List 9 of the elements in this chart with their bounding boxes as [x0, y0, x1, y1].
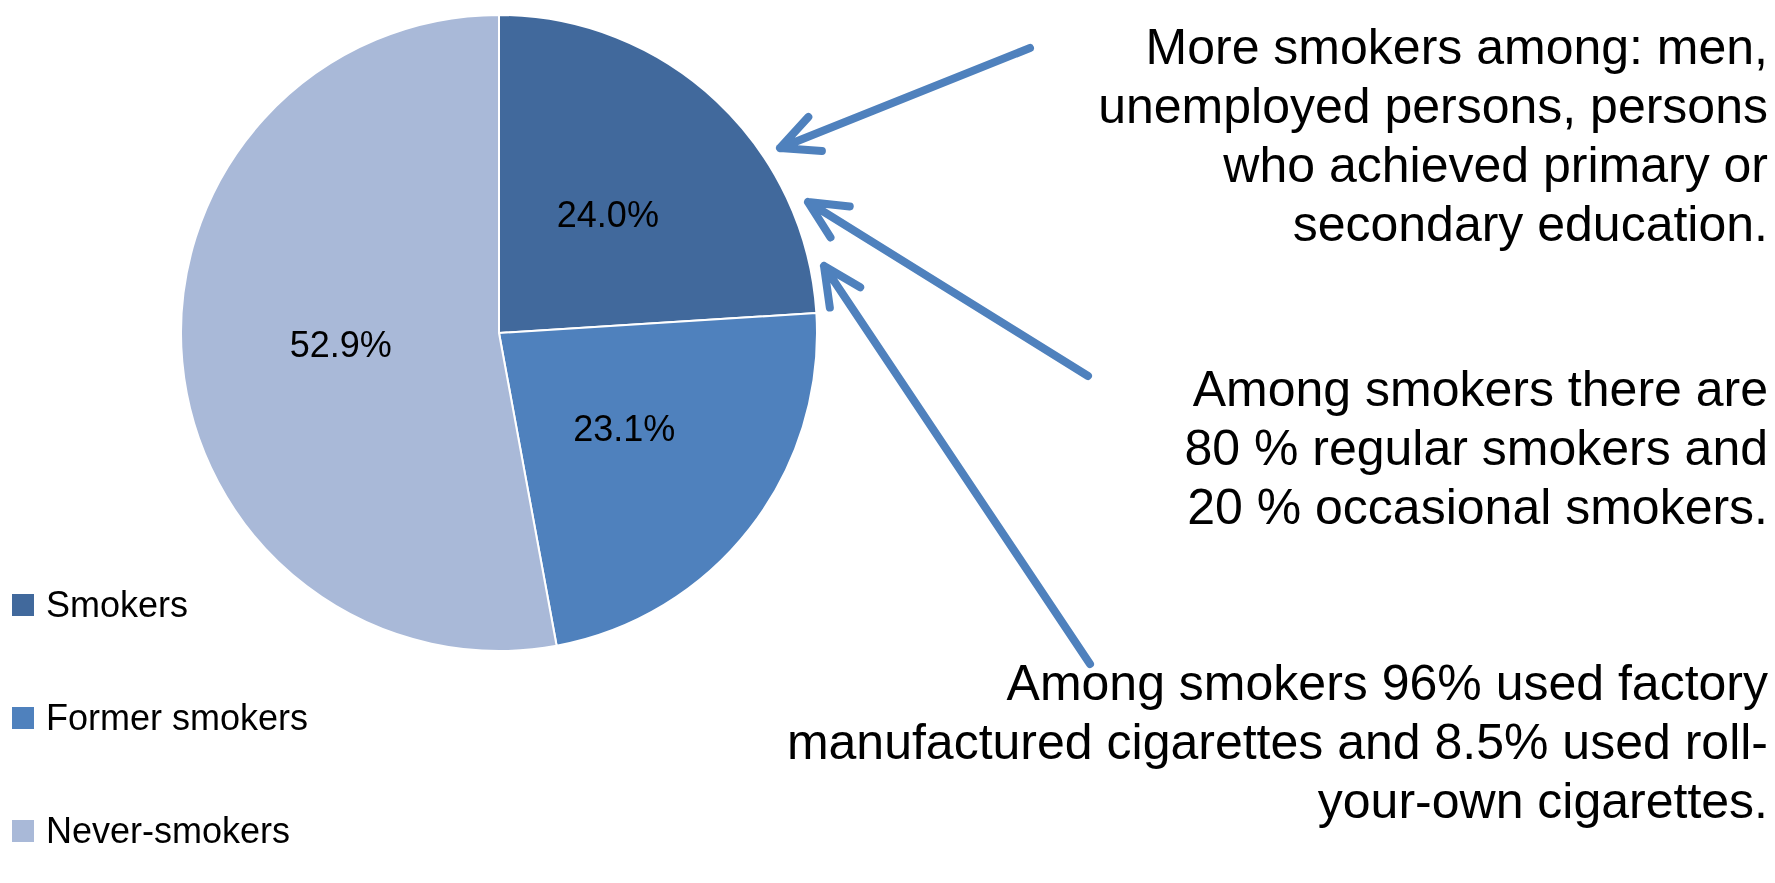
text: Among smokers there are 80 % regular smokers and 20 % occasional smokers. — [1183, 360, 1768, 537]
legend-label: Never-smokers — [46, 809, 291, 852]
legend-label: Former smokers — [46, 696, 309, 739]
data-label: 52.9% — [289, 324, 392, 366]
data-label: 23.1% — [573, 407, 676, 449]
text: Among smokers 96% used factory manufactured cigarettes and 8.5% used roll-your-own cigarettes. — [785, 654, 1768, 831]
legend-label: Smokers — [46, 583, 189, 626]
data-label: 24.0% — [556, 194, 659, 236]
text: More smokers among: men, unemployed persons, persons who achieved primary or secondary education. — [1097, 18, 1768, 254]
